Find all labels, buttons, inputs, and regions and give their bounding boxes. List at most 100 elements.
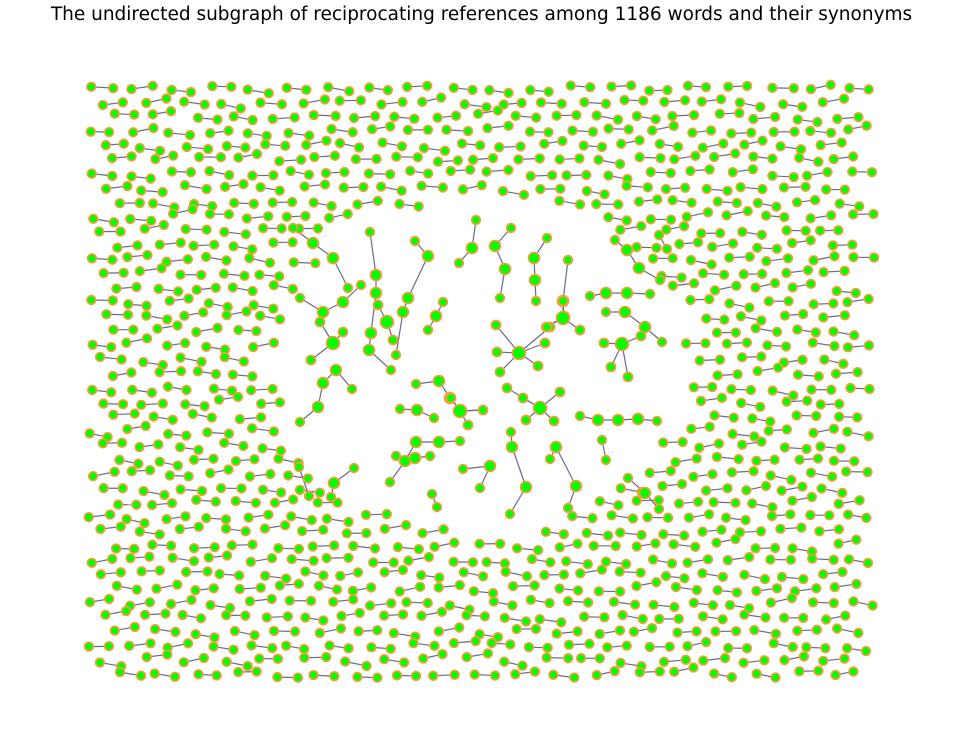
graph-node [665, 465, 677, 477]
graph-node [465, 241, 479, 255]
graph-node [726, 128, 737, 139]
graph-node [608, 596, 620, 608]
graph-node [620, 286, 634, 300]
graph-node [798, 573, 809, 585]
graph-node [124, 640, 135, 652]
graph-node [565, 80, 576, 91]
graph-node [244, 471, 256, 482]
graph-node [494, 142, 505, 153]
graph-node [203, 298, 215, 309]
graph-node [615, 527, 626, 538]
graph-node [667, 280, 679, 291]
graph-node [734, 107, 745, 119]
graph-node [635, 330, 647, 342]
graph-node [682, 80, 694, 91]
graph-node [574, 153, 585, 164]
graph-node [518, 189, 530, 201]
graph-node [188, 543, 200, 554]
graph-node [653, 229, 665, 241]
graph-node [167, 208, 179, 219]
graph-node [364, 226, 376, 238]
graph-node [781, 225, 792, 236]
graph-node [94, 351, 106, 363]
graph-node [834, 411, 845, 422]
graph-node [824, 510, 835, 521]
graph-node [767, 385, 778, 396]
graph-node [327, 476, 341, 490]
graph-node [405, 165, 416, 177]
graph-node [842, 509, 854, 520]
graph-node [457, 184, 469, 195]
graph-node [97, 438, 109, 449]
graph-node [686, 197, 697, 208]
graph-node [323, 212, 335, 224]
graph-node [263, 88, 274, 99]
graph-node [280, 573, 292, 584]
graph-node [314, 316, 326, 328]
graph-node [658, 437, 669, 448]
graph-node [777, 99, 789, 110]
graph-node [348, 462, 360, 474]
graph-node [397, 96, 408, 108]
graph-node [826, 471, 838, 482]
graph-node [574, 324, 586, 336]
graph-node [186, 594, 197, 606]
graph-node [660, 570, 672, 582]
graph-node [379, 653, 390, 665]
graph-node [233, 666, 244, 678]
graph-node [111, 580, 123, 591]
graph-node [162, 314, 173, 325]
graph-node [86, 557, 98, 569]
graph-node [228, 644, 239, 655]
graph-node [372, 299, 384, 311]
graph-node [761, 255, 772, 267]
graph-node [614, 336, 630, 352]
graph-node [811, 583, 822, 594]
graph-node [470, 214, 482, 226]
graph-node [817, 655, 829, 667]
graph-node [697, 142, 709, 153]
graph-node [668, 120, 679, 132]
graph-node [756, 315, 767, 326]
graph-node [247, 341, 259, 353]
graph-node [122, 180, 133, 192]
graph-node [215, 483, 227, 494]
graph-node [282, 611, 294, 622]
graph-node [488, 239, 502, 253]
graph-node [539, 337, 551, 349]
graph-node [615, 483, 627, 494]
graph-node [121, 337, 132, 348]
graph-node [192, 366, 204, 377]
graph-node [125, 552, 136, 564]
graph-node [449, 537, 460, 548]
graph-node [432, 374, 446, 388]
graph-node [548, 415, 560, 427]
graph-node [341, 528, 353, 539]
graph-node [837, 487, 848, 499]
graph-node [269, 497, 281, 508]
graph-edge [369, 231, 377, 276]
graph-node [697, 611, 709, 622]
graph-node [591, 198, 602, 210]
graph-node [843, 554, 855, 565]
graph-node [676, 478, 688, 490]
graph-node [832, 113, 843, 125]
graph-node [678, 220, 690, 232]
graph-node [185, 167, 197, 178]
graph-node [845, 382, 856, 394]
graph-node [692, 496, 704, 507]
graph-node [238, 356, 250, 367]
graph-node [781, 267, 792, 279]
graph-node [651, 242, 662, 254]
graph-node [197, 307, 209, 318]
graph-node [696, 228, 707, 239]
graph-node [178, 96, 190, 107]
graph-node [697, 268, 709, 279]
graph-node [796, 522, 807, 533]
graph-node [421, 249, 435, 263]
graph-node [396, 185, 407, 196]
graph-node [708, 496, 719, 508]
graph-node [511, 345, 527, 361]
graph-node [165, 540, 177, 551]
graph-node [645, 166, 657, 178]
